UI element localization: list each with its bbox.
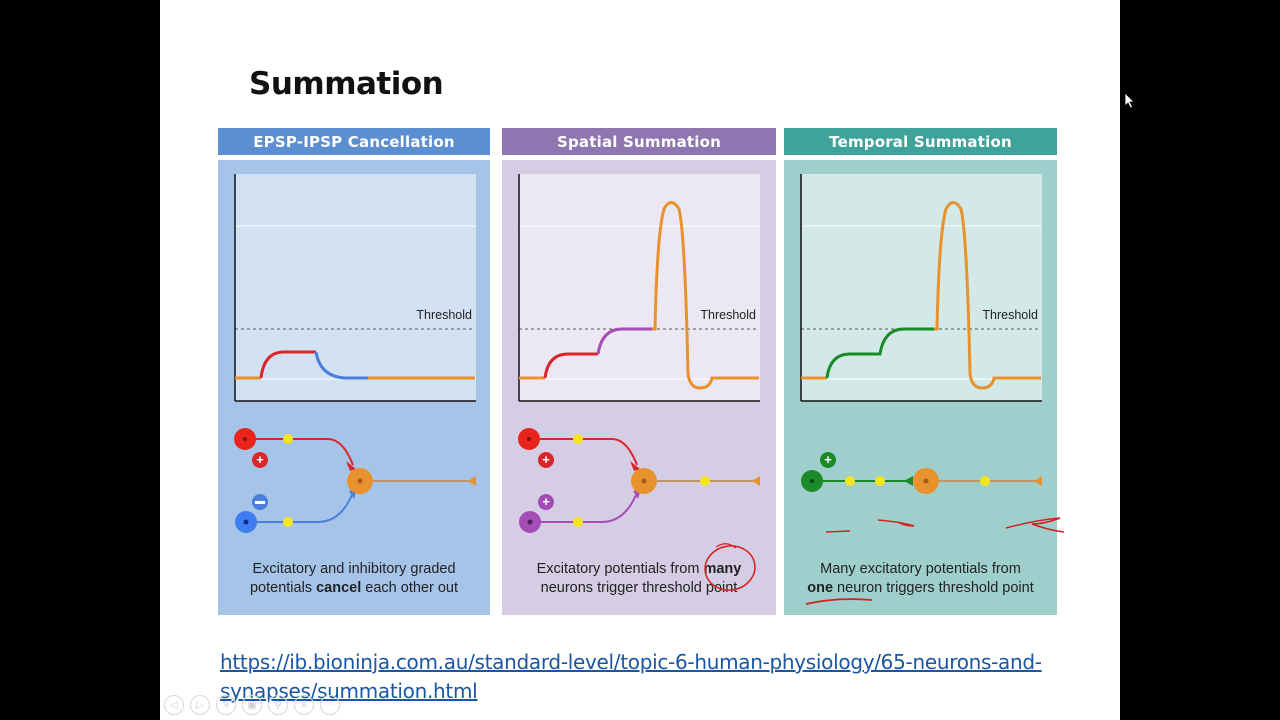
svg-text:+: + <box>256 452 264 467</box>
next-slide-button[interactable]: ▷ <box>190 695 210 715</box>
mouse-cursor-icon <box>1124 92 1135 109</box>
caption: Excitatory and inhibitory graded potenti… <box>249 561 458 596</box>
svg-text:+: + <box>824 452 832 467</box>
panel-spatial-summation: Spatial Summation Threshold <box>502 128 776 615</box>
pen-tool-button[interactable]: ✎ <box>216 695 236 715</box>
svg-text:+: + <box>542 452 550 467</box>
membrane-potential-graph: Threshold <box>800 174 1042 402</box>
panel-temporal-summation: Temporal Summation Threshold <box>784 128 1057 615</box>
presentation-slide: Summation EPSP-IPSP Cancellation Thresho… <box>160 0 1120 720</box>
membrane-potential-graph: Threshold <box>234 174 476 402</box>
threshold-label: Threshold <box>700 308 756 322</box>
neuron-diagram: + <box>218 425 490 535</box>
subtitles-button[interactable]: ≡ <box>294 695 314 715</box>
panel-header: EPSP-IPSP Cancellation <box>218 128 490 155</box>
zoom-button[interactable]: ⚲ <box>268 695 288 715</box>
see-all-slides-button[interactable]: ▣ <box>242 695 262 715</box>
more-options-button[interactable]: ⋯ <box>320 695 340 715</box>
threshold-label: Threshold <box>982 308 1038 322</box>
neuron-diagram: + <box>784 425 1056 535</box>
previous-slide-button[interactable]: ◁ <box>164 695 184 715</box>
svg-text:+: + <box>542 494 550 509</box>
slideshow-controls: ◁ ▷ ✎ ▣ ⚲ ≡ ⋯ <box>164 695 340 717</box>
source-link[interactable]: https://ib.bioninja.com.au/standard-leve… <box>220 650 1042 703</box>
panel-header: Temporal Summation <box>784 128 1057 155</box>
caption: Many excitatory potentials from one neur… <box>807 561 1034 596</box>
neuron-diagram: + + <box>502 425 774 535</box>
panel-epsp-ipsp-cancellation: EPSP-IPSP Cancellation Threshold <box>218 128 490 615</box>
panel-body: Threshold + + <box>502 160 776 615</box>
panel-header: Spatial Summation <box>502 128 776 155</box>
membrane-potential-graph: Threshold <box>518 174 760 402</box>
panel-body: Threshold + <box>218 160 490 615</box>
slide-title: Summation <box>249 66 444 102</box>
panel-body: Threshold + Many excitatory potential <box>784 160 1057 615</box>
threshold-label: Threshold <box>416 308 472 322</box>
caption: Excitatory potentials from many neurons … <box>536 561 742 596</box>
